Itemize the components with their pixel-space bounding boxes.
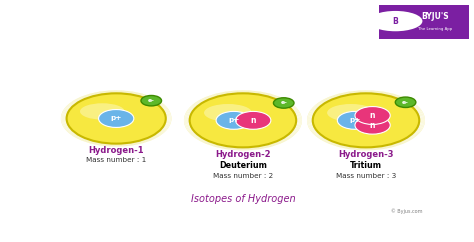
Circle shape xyxy=(395,97,416,107)
Circle shape xyxy=(355,116,390,134)
Text: The Learning App: The Learning App xyxy=(418,27,452,31)
Text: Deuterium: Deuterium xyxy=(219,161,267,170)
Circle shape xyxy=(190,93,296,147)
Circle shape xyxy=(99,110,134,128)
Text: n: n xyxy=(250,116,256,125)
Circle shape xyxy=(313,93,419,147)
FancyBboxPatch shape xyxy=(372,2,474,41)
Text: Isotopes of Hydrogen: Isotopes of Hydrogen xyxy=(191,194,295,204)
Circle shape xyxy=(337,111,373,129)
Text: Mass number : 3: Mass number : 3 xyxy=(336,173,396,179)
Circle shape xyxy=(368,11,422,31)
Text: Tritium: Tritium xyxy=(350,161,382,170)
Circle shape xyxy=(355,106,390,124)
Text: e-: e- xyxy=(402,100,409,105)
Text: e-: e- xyxy=(148,98,155,103)
Text: n: n xyxy=(370,121,375,130)
Ellipse shape xyxy=(327,104,375,121)
Text: n: n xyxy=(370,111,375,120)
Ellipse shape xyxy=(80,103,125,120)
Text: Mass number : 2: Mass number : 2 xyxy=(213,173,273,179)
Text: Hydrogen-2: Hydrogen-2 xyxy=(215,150,271,159)
Text: B: B xyxy=(392,17,398,26)
Text: Mass number : 1: Mass number : 1 xyxy=(86,158,146,163)
Text: BYJU'S: BYJU'S xyxy=(421,12,449,21)
Text: p+: p+ xyxy=(110,115,122,121)
Ellipse shape xyxy=(204,104,252,121)
Text: p+: p+ xyxy=(349,117,361,123)
Circle shape xyxy=(66,93,166,144)
Text: e-: e- xyxy=(280,100,287,106)
Circle shape xyxy=(216,111,251,129)
Text: Hydrogen-3: Hydrogen-3 xyxy=(338,150,394,159)
Circle shape xyxy=(236,111,271,129)
Text: © Byjus.com: © Byjus.com xyxy=(392,208,423,213)
Circle shape xyxy=(273,98,294,108)
Text: Hydrogen-1: Hydrogen-1 xyxy=(88,146,144,155)
Text: p+: p+ xyxy=(228,117,239,123)
Circle shape xyxy=(141,96,162,106)
